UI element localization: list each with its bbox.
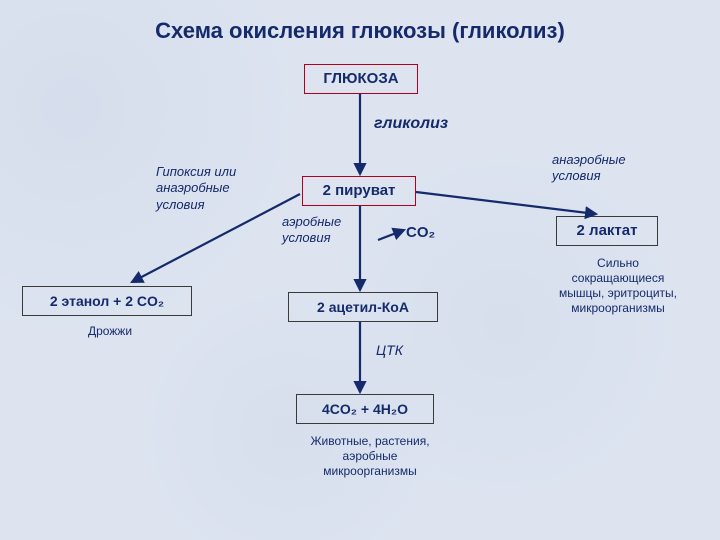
node-pyruvate-label: 2 пируват bbox=[323, 182, 396, 199]
node-lactate: 2 лактат bbox=[556, 216, 658, 246]
label-glycolysis: гликолиз bbox=[374, 114, 484, 134]
label-yeast: Дрожжи bbox=[60, 324, 160, 339]
node-ethanol-label: 2 этанол + 2 CO₂ bbox=[50, 293, 164, 309]
label-muscles: Сильно сокращающиеся мышцы, эритроциты, … bbox=[530, 256, 706, 316]
node-glucose: ГЛЮКОЗА bbox=[304, 64, 418, 94]
node-lactate-label: 2 лактат bbox=[577, 222, 638, 239]
diagram-title: Схема окисления глюкозы (гликолиз) bbox=[0, 18, 720, 44]
node-acetyl-coa: 2 ацетил-КоА bbox=[288, 292, 438, 322]
node-ethanol: 2 этанол + 2 CO₂ bbox=[22, 286, 192, 316]
label-anaerobic: анаэробные условия bbox=[552, 152, 672, 185]
node-pyruvate: 2 пируват bbox=[302, 176, 416, 206]
label-animals: Животные, растения, аэробные микрооргани… bbox=[280, 434, 460, 479]
node-acetyl-label: 2 ацетил-КоА bbox=[317, 299, 409, 315]
label-hypoxia: Гипоксия или анаэробные условия bbox=[156, 164, 286, 213]
node-co2-h2o: 4CO₂ + 4H₂O bbox=[296, 394, 434, 424]
label-co2: CO₂ bbox=[406, 224, 466, 243]
node-glucose-label: ГЛЮКОЗА bbox=[323, 70, 398, 87]
label-aerobic: аэробные условия bbox=[282, 214, 382, 247]
node-final-label: 4CO₂ + 4H₂O bbox=[322, 401, 408, 417]
label-tca-cycle: ЦТК bbox=[376, 342, 436, 360]
